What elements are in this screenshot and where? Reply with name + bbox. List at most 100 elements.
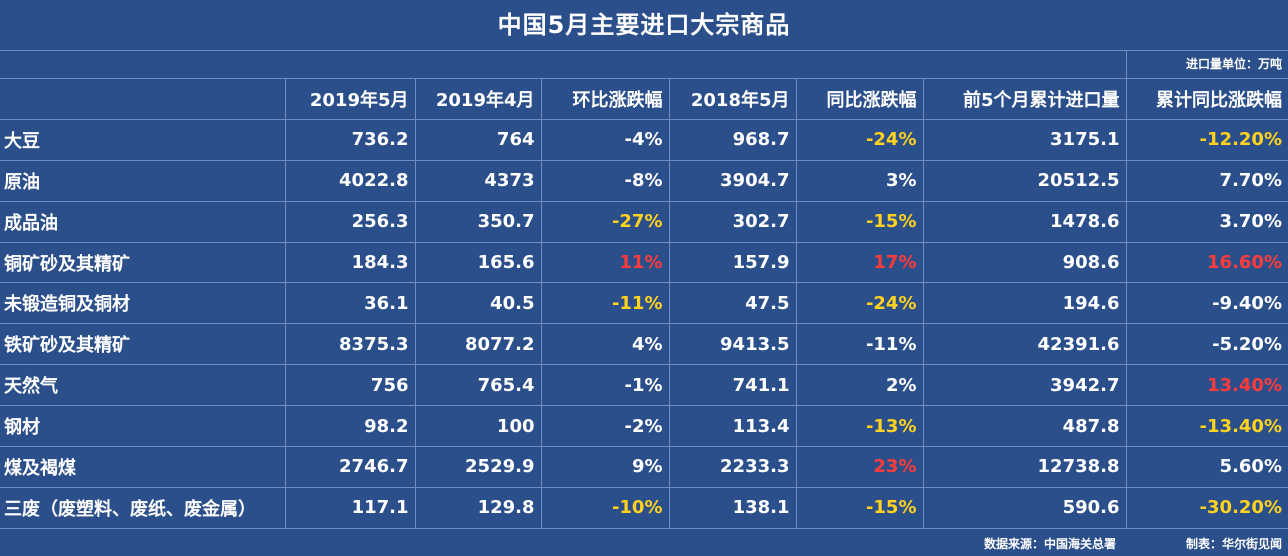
- table-cell: 16.60%: [1125, 241, 1288, 284]
- table-cell: 2529.9: [414, 446, 542, 488]
- table-cell: 487.8: [922, 405, 1127, 448]
- table-cell: -11%: [795, 323, 924, 366]
- column-header: 同比涨跌幅: [795, 78, 924, 120]
- table-cell: 23%: [795, 446, 924, 488]
- table-cell: 138.1: [668, 486, 797, 529]
- table-cell: 165.6: [414, 241, 542, 284]
- table-cell: -5.20%: [1125, 323, 1288, 366]
- table-row: 钢材 98.2 100 -2% 113.4 -13% 487.8 -13.40%: [0, 405, 1288, 448]
- table-cell: 908.6: [922, 241, 1127, 284]
- table-cell: 2%: [795, 364, 924, 407]
- table-cell: 8375.3: [284, 323, 416, 366]
- table-cell: 3.70%: [1125, 200, 1288, 243]
- table-cell: 17%: [795, 241, 924, 284]
- table-cell: -15%: [795, 200, 924, 243]
- column-header: 环比涨跌幅: [540, 78, 670, 120]
- row-label: 钢材: [0, 405, 286, 448]
- table-cell: -12.20%: [1125, 118, 1288, 161]
- table-cell: 11%: [540, 241, 670, 284]
- column-header: 2019年5月: [284, 78, 416, 120]
- table-cell: 7.70%: [1125, 159, 1288, 202]
- table-cell: 12738.8: [922, 446, 1127, 488]
- table-row: 未锻造铜及铜材 36.1 40.5 -11% 47.5 -24% 194.6 -9.40%: [0, 282, 1288, 325]
- table-cell: 20512.5: [922, 159, 1127, 202]
- table-cell: -27%: [540, 200, 670, 243]
- unit-note: 进口量单位：万吨: [1126, 51, 1288, 78]
- table-cell: -24%: [795, 282, 924, 325]
- table-cell: 184.3: [284, 241, 416, 284]
- row-label: 未锻造铜及铜材: [0, 282, 286, 325]
- table-cell: 47.5: [668, 282, 797, 325]
- table-cell: 302.7: [668, 200, 797, 243]
- table-cell: 2746.7: [284, 446, 416, 488]
- table-row: 煤及褐煤 2746.7 2529.9 9% 2233.3 23% 12738.8 5.60%: [0, 446, 1288, 488]
- table-cell: 40.5: [414, 282, 542, 325]
- table-cell: 42391.6: [922, 323, 1127, 366]
- table-cell: 741.1: [668, 364, 797, 407]
- table-cell: -30.20%: [1125, 486, 1288, 529]
- table-cell: 3904.7: [668, 159, 797, 202]
- table-row: 三废（废塑料、废纸、废金属） 117.1 129.8 -10% 138.1 -15% 590…: [0, 486, 1288, 529]
- column-header: 2019年4月: [414, 78, 542, 120]
- table-cell: 8077.2: [414, 323, 542, 366]
- table-cell: 9%: [540, 446, 670, 488]
- column-header-blank: [0, 78, 286, 120]
- column-header: 累计同比涨跌幅: [1125, 78, 1288, 120]
- table-cell: 113.4: [668, 405, 797, 448]
- table-cell: 100: [414, 405, 542, 448]
- table-cell: -24%: [795, 118, 924, 161]
- table-row: 铜矿砂及其精矿 184.3 165.6 11% 157.9 17% 908.6 16.60%: [0, 241, 1288, 284]
- unit-row: 进口量单位：万吨: [0, 50, 1288, 79]
- table-cell: -8%: [540, 159, 670, 202]
- table-cell: 765.4: [414, 364, 542, 407]
- table-cell: 764: [414, 118, 542, 161]
- table-cell: 1478.6: [922, 200, 1127, 243]
- table-cell: 4373: [414, 159, 542, 202]
- row-label: 三废（废塑料、废纸、废金属）: [0, 486, 286, 529]
- table-cell: 9413.5: [668, 323, 797, 366]
- table-cell: 129.8: [414, 486, 542, 529]
- table-row: 铁矿砂及其精矿 8375.3 8077.2 4% 9413.5 -11% 42391.6 -5…: [0, 323, 1288, 366]
- row-label: 天然气: [0, 364, 286, 407]
- table-cell: 117.1: [284, 486, 416, 529]
- column-header: 前5个月累计进口量: [922, 78, 1127, 120]
- table-cell: 3942.7: [922, 364, 1127, 407]
- source-note: 数据来源：中国海关总署: [983, 537, 1116, 551]
- footer: 数据来源：中国海关总署 制表：华尔街见闻: [0, 527, 1288, 556]
- row-label: 煤及褐煤: [0, 446, 286, 488]
- table-cell: 5.60%: [1125, 446, 1288, 488]
- row-label: 大豆: [0, 118, 286, 161]
- table-cell: 4%: [540, 323, 670, 366]
- table-cell: 256.3: [284, 200, 416, 243]
- row-label: 原油: [0, 159, 286, 202]
- table-cell: -9.40%: [1125, 282, 1288, 325]
- table-cell: 36.1: [284, 282, 416, 325]
- table-row: 原油 4022.8 4373 -8% 3904.7 3% 20512.5 7.70%: [0, 159, 1288, 202]
- table-cell: -2%: [540, 405, 670, 448]
- table-cell: -10%: [540, 486, 670, 529]
- table-row: 天然气 756 765.4 -1% 741.1 2% 3942.7 13.40%: [0, 364, 1288, 407]
- row-label: 铁矿砂及其精矿: [0, 323, 286, 366]
- table-body: 大豆 736.2 764 -4% 968.7 -24% 3175.1 -12.20% 原油 402…: [0, 118, 1288, 529]
- table-cell: 3175.1: [922, 118, 1127, 161]
- row-label: 成品油: [0, 200, 286, 243]
- column-header: 2018年5月: [668, 78, 797, 120]
- table-cell: -1%: [540, 364, 670, 407]
- table-cell: -13.40%: [1125, 405, 1288, 448]
- table-cell: 756: [284, 364, 416, 407]
- table-header-row: 2019年5月 2019年4月 环比涨跌幅 2018年5月 同比涨跌幅 前5个月累计进口量…: [0, 78, 1288, 120]
- table-row: 大豆 736.2 764 -4% 968.7 -24% 3175.1 -12.20%: [0, 118, 1288, 161]
- table-cell: 968.7: [668, 118, 797, 161]
- table-cell: 4022.8: [284, 159, 416, 202]
- table-cell: -4%: [540, 118, 670, 161]
- table-cell: 13.40%: [1125, 364, 1288, 407]
- table-cell: -11%: [540, 282, 670, 325]
- row-label: 铜矿砂及其精矿: [0, 241, 286, 284]
- table-cell: 590.6: [922, 486, 1127, 529]
- table-cell: 3%: [795, 159, 924, 202]
- table-cell: 194.6: [922, 282, 1127, 325]
- maker-note: 制表：华尔街见闻: [1185, 537, 1282, 551]
- table-cell: 350.7: [414, 200, 542, 243]
- table-cell: 2233.3: [668, 446, 797, 488]
- table-cell: -15%: [795, 486, 924, 529]
